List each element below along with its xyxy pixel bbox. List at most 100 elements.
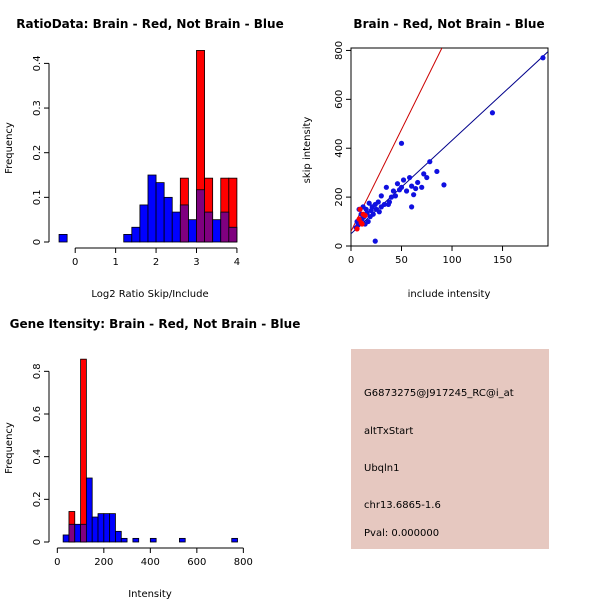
scatter-point-not-brain	[406, 174, 413, 181]
scatter-point-brain	[359, 221, 365, 227]
ratio-x-tick-label: 4	[234, 257, 240, 268]
ratio-x-tick-label: 1	[112, 257, 118, 268]
intensity-x-tick-label: 200	[94, 557, 113, 568]
intensity-bar-not-brain	[74, 523, 81, 543]
scatter-point-not-brain	[394, 181, 401, 187]
ratio-bar-not-brain	[58, 234, 68, 243]
intensity-bar-not-brain	[62, 534, 70, 543]
intensity-bar-not-brain	[149, 537, 157, 543]
intensity-plot-area: 0 200 400 600 800 0 0.2 0.4 0.6 0.8	[32, 358, 253, 568]
intensity-bar-brain	[80, 358, 87, 543]
ratio-bar-not-brain	[155, 182, 165, 243]
ratio-bar-not-brain	[212, 219, 222, 243]
ratio-bar-overlap	[220, 211, 230, 243]
scatter-point-not-brain	[383, 184, 389, 190]
ratio-y-tick-label: 0.1	[32, 189, 43, 205]
scatter-point-not-brain	[392, 193, 399, 199]
intensity-bar-not-brain	[179, 537, 186, 543]
intensity-ylabel: Frequency	[4, 422, 15, 474]
scatter-point-not-brain	[421, 171, 427, 177]
scatter-point-not-brain	[390, 188, 397, 194]
scatter-panel: Brain - Red, Not Brain - Blue 0 50 100 150 0…	[302, 17, 549, 300]
ratio-y-tick-label: 0.2	[32, 145, 43, 161]
ratio-y-tick-label: 0.4	[32, 55, 43, 71]
scatter-point-not-brain	[424, 174, 430, 181]
scatter-point-not-brain	[403, 188, 410, 194]
intensity-panel: Gene Itensity: Brain - Red, Not Brain - …	[4, 317, 300, 600]
info-box	[351, 349, 549, 549]
info-panel: G6873275@J917245_RC@i_at altTxStart Ubql…	[351, 349, 549, 549]
ratio-y-tick-label: 0	[32, 239, 43, 245]
ratio-bar-not-brain	[147, 174, 157, 243]
ratio-bar-not-brain	[163, 196, 173, 243]
scatter-point-not-brain	[434, 168, 440, 175]
scatter-point-not-brain	[378, 204, 384, 210]
scatter-x-tick-label: 150	[493, 255, 512, 266]
ratio-bar-not-brain	[188, 219, 197, 243]
intensity-y-tick-label: 0.6	[32, 406, 43, 422]
intensity-xlabel: Intensity	[128, 589, 172, 600]
ratio-xlabel: Log2 Ratio Skip/Include	[91, 289, 208, 300]
scatter-xlabel: include intensity	[408, 289, 491, 300]
ratio-title: RatioData: Brain - Red, Not Brain - Blue	[16, 17, 283, 31]
scatter-point-not-brain	[540, 55, 546, 61]
scatter-point-not-brain	[415, 179, 421, 186]
intensity-bar-not-brain	[91, 516, 99, 543]
intensity-bar-not-brain	[103, 513, 111, 543]
info-pval: Pval: 0.000000	[364, 528, 439, 539]
ratio-x-tick-label: 0	[72, 257, 78, 268]
ratio-bar-not-brain	[123, 234, 133, 243]
scatter-y-tick-label: 200	[334, 188, 345, 207]
scatter-point-not-brain	[400, 177, 407, 183]
ratio-panel: RatioData: Brain - Red, Not Brain - Blue…	[4, 17, 284, 300]
scatter-point-not-brain	[368, 207, 374, 214]
ratio-y-tick-label: 0.3	[32, 100, 43, 116]
scatter-point-not-brain	[409, 183, 415, 189]
scatter-fit-line-brain	[351, 48, 443, 232]
scatter-point-not-brain	[409, 204, 415, 210]
scatter-title: Brain - Red, Not Brain - Blue	[353, 17, 544, 31]
scatter-plot-frame	[350, 47, 549, 247]
intensity-bar-overlap	[68, 523, 76, 543]
info-probe-id: G6873275@J917245_RC@i_at	[364, 388, 514, 399]
scatter-point-brain	[354, 226, 360, 232]
info-gene-name: Ubqln1	[364, 463, 400, 474]
ratio-ylabel: Frequency	[4, 122, 15, 174]
scatter-point-not-brain	[441, 182, 447, 188]
info-location: chr13.6865-1.6	[364, 500, 441, 511]
intensity-x-tick-label: 600	[187, 557, 206, 568]
scatter-x-tick-label: 50	[395, 255, 408, 266]
scatter-y-tick-label: 400	[334, 139, 345, 158]
intensity-bar-not-brain	[231, 537, 238, 543]
intensity-bar-not-brain	[85, 477, 93, 543]
scatter-point-not-brain	[373, 206, 379, 212]
ratio-bar-overlap	[179, 204, 189, 243]
info-event-type: altTxStart	[364, 426, 413, 437]
scatter-y-tick-label: 800	[334, 41, 345, 60]
intensity-bar-not-brain	[115, 530, 122, 543]
scatter-point-not-brain	[378, 193, 384, 199]
scatter-point-not-brain	[388, 194, 395, 200]
scatter-point-not-brain	[396, 187, 403, 193]
intensity-bar-not-brain	[132, 537, 140, 543]
ratio-bar-not-brain	[139, 204, 149, 243]
scatter-point-not-brain	[366, 200, 372, 206]
scatter-point-not-brain	[372, 238, 378, 244]
intensity-y-tick-label: 0	[32, 539, 43, 545]
ratio-bar-overlap	[204, 211, 214, 243]
intensity-bar-not-brain	[109, 513, 116, 543]
scatter-x-tick-label: 100	[442, 255, 461, 266]
intensity-x-tick-label: 800	[234, 557, 253, 568]
intensity-y-tick-label: 0.4	[32, 449, 43, 465]
ratio-bar-overlap	[228, 226, 238, 243]
scatter-y-tick-label: 0	[334, 243, 345, 249]
intensity-bar-overlap	[80, 523, 87, 543]
ratio-bar-not-brain	[131, 226, 141, 243]
intensity-x-tick-label: 0	[54, 557, 60, 568]
intensity-x-tick-label: 400	[141, 557, 160, 568]
scatter-point-not-brain	[411, 192, 417, 198]
intensity-title: Gene Itensity: Brain - Red, Not Brain - …	[10, 317, 301, 331]
scatter-ylabel: skip intensity	[302, 117, 313, 184]
scatter-x-tick-label: 0	[348, 255, 354, 266]
